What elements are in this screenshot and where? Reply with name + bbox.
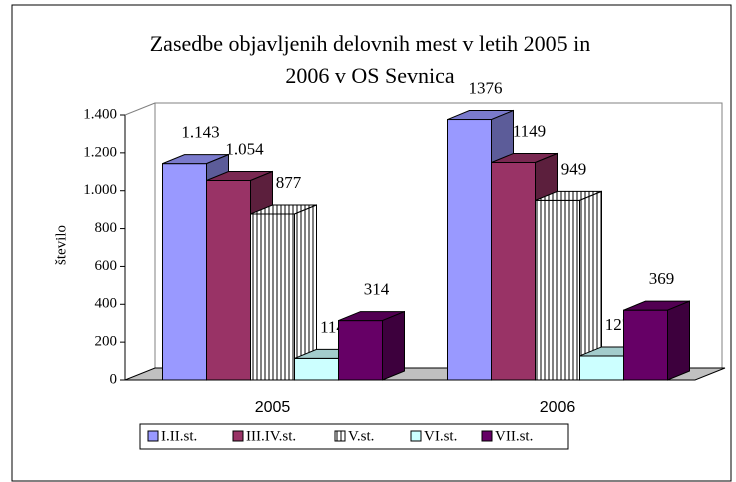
data-label: 949 (561, 159, 587, 178)
bar (447, 119, 492, 381)
bar (491, 162, 536, 381)
bar (338, 320, 383, 381)
bar (579, 355, 624, 381)
bar (250, 213, 295, 381)
legend-swatch (147, 430, 159, 442)
x-tick-label: 2006 (540, 399, 576, 416)
data-label: 877 (276, 173, 302, 192)
y-axis-label: število (53, 225, 69, 265)
legend (139, 423, 569, 450)
legend-swatch (410, 430, 422, 442)
bar (623, 309, 668, 381)
data-label: 1.143 (181, 123, 219, 142)
legend-swatch (334, 430, 346, 442)
wall-edge (124, 102, 156, 116)
y-tick-label: 1.200 (83, 144, 117, 160)
y-tick-label: 400 (95, 296, 118, 312)
legend-label: III.IV.st. (246, 428, 296, 444)
legend-label: VII.st. (495, 428, 533, 444)
bar-side (382, 310, 405, 381)
legend-label: V.st. (348, 428, 374, 444)
data-label: 1149 (513, 121, 546, 140)
y-tick-label: 1.000 (83, 182, 117, 198)
y-tick-label: 600 (95, 258, 118, 274)
y-tick-label: 1.400 (83, 106, 117, 122)
y-tick-label: 200 (95, 334, 118, 350)
y-tick-label: 0 (110, 371, 118, 387)
bar (535, 199, 580, 381)
legend-label: I.II.st. (161, 428, 197, 444)
bar (206, 179, 251, 381)
x-tick-label: 2005 (255, 399, 291, 416)
data-label: 1376 (469, 78, 503, 97)
data-label: 369 (649, 269, 675, 288)
y-tick-label: 800 (95, 220, 118, 236)
bar (294, 357, 339, 381)
legend-swatch (232, 430, 244, 442)
chart-title: Zasedbe objavljenih delovnih mest v leti… (150, 31, 591, 56)
bar (162, 163, 207, 381)
bar-side (667, 300, 690, 381)
legend-label: VI.st. (424, 428, 457, 444)
data-label: 1.054 (225, 139, 264, 158)
data-label: 314 (364, 279, 390, 298)
legend-swatch (481, 430, 493, 442)
chart-title: 2006 v OS Sevnica (285, 63, 455, 88)
